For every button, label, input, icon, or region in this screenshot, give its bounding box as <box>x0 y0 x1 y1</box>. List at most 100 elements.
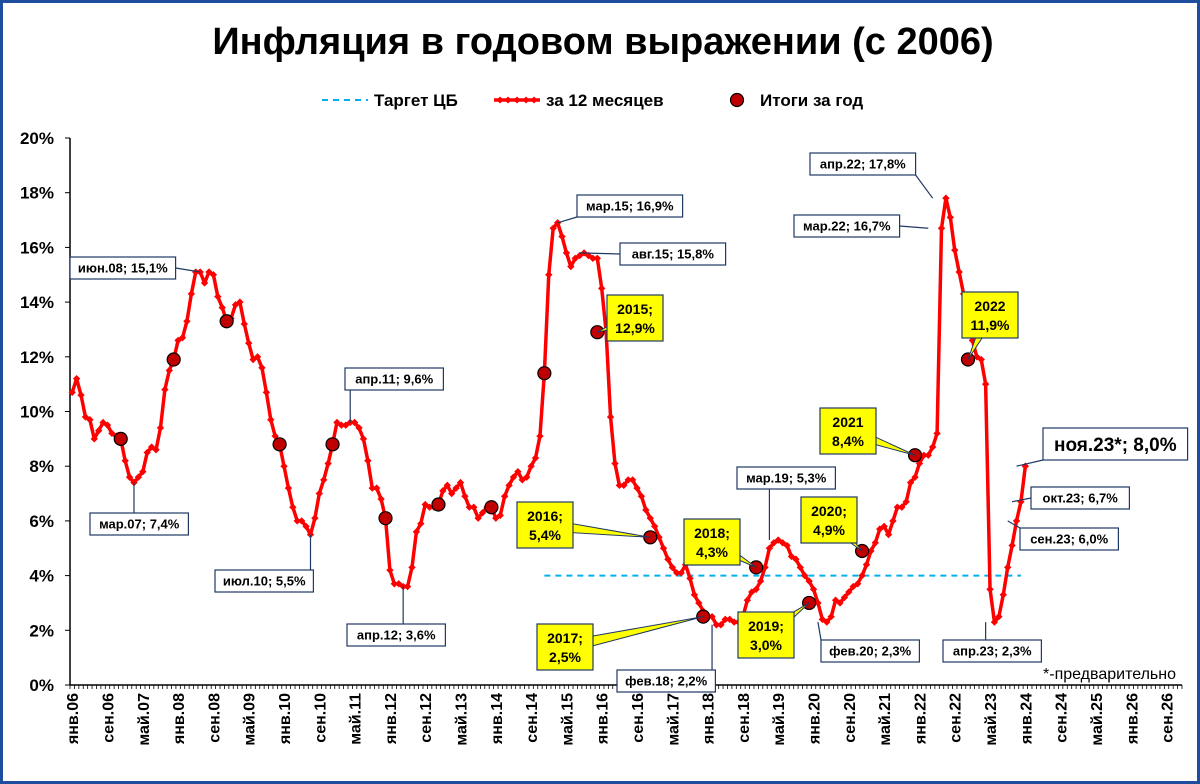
monthly-marker <box>712 621 721 629</box>
annual-callout-year: 2020; <box>811 503 847 519</box>
monthly-marker <box>615 481 624 490</box>
monthly-marker <box>880 522 888 531</box>
x-tick-label: май.25 <box>1089 693 1106 746</box>
monthly-marker <box>990 618 999 626</box>
monthly-marker <box>125 473 134 481</box>
monthly-marker <box>646 514 654 522</box>
chart-title: Инфляция в годовом выражении (с 2006) <box>212 21 994 63</box>
y-tick-label: 14% <box>20 293 54 312</box>
x-tick-label: сен.24 <box>1054 693 1071 743</box>
annual-callout-year: 2021 <box>832 414 863 430</box>
monthly-marker <box>730 618 738 626</box>
legend-monthly-marker <box>504 96 512 104</box>
annual-callout-year: 2015; <box>617 301 653 317</box>
annotation-label: ноя.23*; 8,0% <box>1054 435 1177 456</box>
monthly-marker <box>659 544 668 552</box>
annual-callout-year: 2022 <box>974 298 1005 314</box>
monthly-marker <box>955 268 963 276</box>
annotation-leader <box>1011 497 1032 503</box>
annual-marker <box>219 314 234 329</box>
monthly-marker <box>906 478 915 487</box>
monthly-marker <box>187 290 196 298</box>
annotation-box <box>214 569 315 593</box>
monthly-marker <box>796 563 804 572</box>
annual-marker <box>537 366 552 381</box>
monthly-marker <box>500 492 509 500</box>
annotation-label: мар.15; 16,9% <box>586 199 674 214</box>
monthly-marker <box>717 621 725 629</box>
annotation-box <box>736 466 837 490</box>
x-tick-label: сен.12 <box>418 693 435 743</box>
x-tick-label: май.17 <box>665 693 682 746</box>
monthly-marker <box>156 424 165 432</box>
monthly-marker <box>633 484 641 492</box>
monthly-marker <box>311 514 319 522</box>
monthly-marker <box>756 577 765 585</box>
annotation-label: окт.23; 6,7% <box>1043 491 1119 506</box>
monthly-marker <box>523 473 531 481</box>
monthly-marker <box>192 268 200 276</box>
x-tick-label: янв.12 <box>383 693 400 745</box>
monthly-marker <box>443 481 451 490</box>
monthly-marker <box>280 462 288 470</box>
monthly-marker <box>929 443 937 451</box>
x-tick-label: май.21 <box>877 693 894 746</box>
annual-callout-value: 11,9% <box>971 317 1010 333</box>
monthly-marker <box>289 503 297 511</box>
x-tick-label: сен.26 <box>1160 693 1177 743</box>
x-tick-label: сен.10 <box>312 693 329 743</box>
monthly-marker <box>368 484 376 492</box>
annotation-leader <box>557 216 578 224</box>
monthly-marker <box>898 503 906 511</box>
x-tick-label: янв.14 <box>489 693 506 745</box>
monthly-marker <box>995 612 1003 621</box>
monthly-marker <box>218 303 226 312</box>
monthly-marker <box>152 446 160 454</box>
monthly-marker <box>1012 517 1021 525</box>
monthly-marker <box>853 580 862 588</box>
monthly-marker <box>355 424 363 432</box>
monthly-marker <box>664 555 672 563</box>
monthly-marker <box>867 547 875 555</box>
monthly-marker <box>452 484 460 492</box>
y-tick-label: 8% <box>29 457 54 476</box>
x-tick-label: янв.26 <box>1124 693 1141 745</box>
monthly-marker <box>924 451 932 459</box>
monthly-marker <box>823 618 831 626</box>
monthly-marker <box>470 503 478 511</box>
monthly-marker <box>686 574 694 583</box>
annual-callout-box <box>606 294 664 342</box>
x-tick-label: янв.16 <box>595 693 612 745</box>
monthly-marker <box>324 459 332 468</box>
annual-callout-value: 2,5% <box>549 649 581 665</box>
x-tick-label: май.13 <box>454 693 471 746</box>
x-tick-label: сен.06 <box>101 693 118 743</box>
annual-callout-value: 12,9% <box>615 320 655 336</box>
monthly-marker <box>77 391 85 399</box>
monthly-marker <box>651 522 659 531</box>
y-tick-label: 4% <box>29 567 54 586</box>
monthly-marker <box>262 388 271 397</box>
annual-callout-box <box>683 518 741 566</box>
annual-callout-box <box>800 496 858 544</box>
annotation-label: мар.07; 7,4% <box>99 517 180 532</box>
annotation-leader <box>817 621 822 641</box>
annotation-label: апр.23; 2,3% <box>953 644 1032 659</box>
annotation-box <box>344 367 445 391</box>
monthly-marker <box>350 418 359 427</box>
monthly-marker <box>862 560 871 569</box>
monthly-marker <box>889 517 897 525</box>
annotation-box <box>1042 427 1189 461</box>
monthly-marker <box>545 271 553 279</box>
annotation-label: фев.18; 2,2% <box>625 674 708 689</box>
monthly-marker <box>178 333 187 342</box>
x-tick-label: сен.14 <box>524 693 541 743</box>
x-tick-label: сен.22 <box>948 693 965 743</box>
x-tick-label: май.19 <box>771 693 788 746</box>
legend-monthly-marker <box>496 96 504 104</box>
annotation-box <box>942 639 1043 663</box>
monthly-marker <box>562 249 571 257</box>
monthly-marker <box>743 596 752 604</box>
annual-callout-value: 4,9% <box>813 522 845 538</box>
